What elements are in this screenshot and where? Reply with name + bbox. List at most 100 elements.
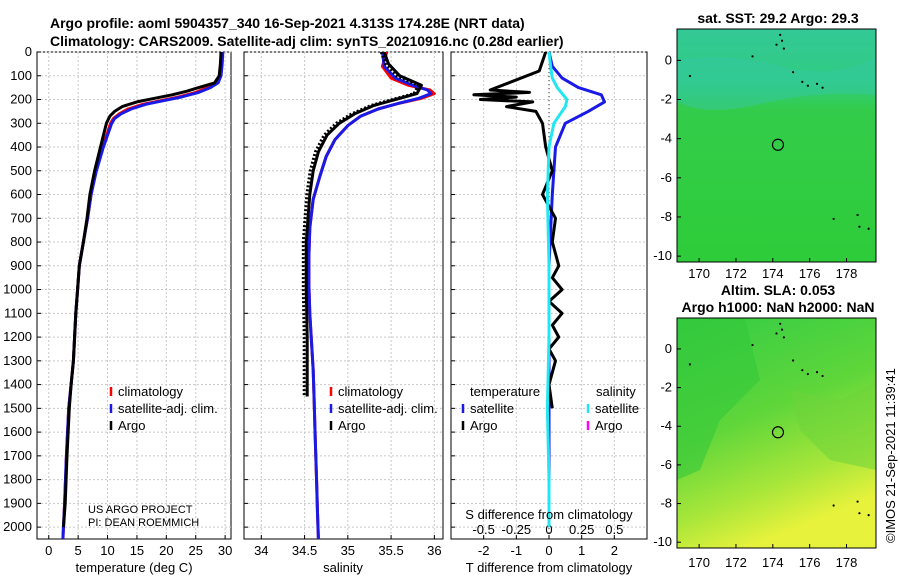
island-marker — [775, 332, 778, 335]
series-line-satellite-adj-clim- — [307, 52, 433, 539]
y-tick-label: 200 — [10, 92, 32, 107]
data-layer — [61, 52, 606, 539]
difference-top-label: S difference from climatology — [465, 507, 633, 522]
x-tick-label: 0 — [45, 543, 52, 558]
sla-map-texture-east — [790, 380, 876, 470]
map-y-tick-label: -6 — [660, 457, 672, 472]
y-tick-label: 1500 — [3, 400, 32, 415]
island-marker — [775, 43, 778, 46]
x-tick-label: 35 — [341, 543, 355, 558]
y-tick-label: 1600 — [3, 424, 32, 439]
island-marker — [782, 47, 785, 50]
top-x-tick-label: 0.5 — [605, 522, 623, 537]
legend-label-t-argo: Argo — [470, 418, 497, 433]
island-marker — [806, 372, 809, 376]
top-x-tick-label: -0.5 — [472, 522, 494, 537]
series-line-s-satellite — [545, 52, 569, 528]
map-y-tick-label: -8 — [660, 496, 672, 511]
sla-map-title-line1: Altim. SLA: 0.053 — [721, 282, 836, 298]
island-marker — [801, 369, 804, 372]
map-x-tick-label: 172 — [725, 555, 747, 570]
map-y-tick-label: -10 — [653, 248, 672, 263]
island-marker — [858, 225, 861, 228]
figure-title-line1: Argo profile: aoml 5904357_340 16-Sep-20… — [50, 15, 525, 31]
x-tick-label: 0 — [545, 543, 552, 558]
figure-title-line2: Climatology: CARS2009. Satellite-adj cli… — [50, 33, 564, 49]
map-y-tick-label: -10 — [653, 534, 672, 549]
panel-0-series — [61, 52, 225, 539]
island-marker — [801, 80, 804, 83]
island-marker — [751, 343, 754, 347]
island-marker — [821, 374, 824, 378]
sla-map — [676, 317, 877, 549]
y-tick-label: 2000 — [3, 519, 32, 534]
map-x-tick-label: 176 — [799, 266, 821, 281]
x-tick-label: 1 — [578, 543, 585, 558]
island-marker — [791, 359, 795, 362]
temperature-axes — [36, 51, 232, 540]
island-marker — [815, 82, 819, 85]
map-x-tick-label: 170 — [688, 555, 710, 570]
map-y-tick-label: -2 — [660, 91, 672, 106]
legend-header-salinity: salinity — [596, 384, 636, 399]
y-tick-label: 900 — [10, 258, 32, 273]
y-tick-label: 600 — [10, 187, 32, 202]
y-tick-label: 0 — [25, 44, 32, 59]
island-marker — [791, 70, 795, 74]
x-tick-label: 34.5 — [292, 543, 317, 558]
difference-xlabel: T difference from climatology — [466, 560, 633, 575]
sst-map-title: sat. SST: 29.2 Argo: 29.3 — [697, 10, 859, 26]
map-y-tick-label: 0 — [665, 341, 672, 356]
sst-map — [676, 28, 877, 263]
y-tick-label: 1700 — [3, 448, 32, 463]
island-marker — [858, 512, 861, 515]
y-tick-label: 1400 — [3, 377, 32, 392]
y-tick-label: 1000 — [3, 282, 32, 297]
y-tick-label: 1200 — [3, 329, 32, 344]
x-tick-label: 20 — [159, 543, 173, 558]
island-marker — [688, 74, 691, 78]
project-credit: US ARGO PROJECT — [88, 504, 193, 516]
x-tick-label: 36 — [427, 543, 441, 558]
island-marker — [780, 328, 784, 331]
legend-label-climatology: climatology — [338, 384, 404, 399]
island-marker — [821, 86, 824, 89]
temperature-xlabel: temperature (deg C) — [75, 560, 192, 575]
legend-label-s-argo: Argo — [595, 418, 622, 433]
pi-credit: PI: DEAN ROEMMICH — [88, 517, 199, 529]
panel-2-series — [472, 52, 606, 528]
y-tick-label: 300 — [10, 115, 32, 130]
island-marker — [779, 33, 782, 36]
x-tick-label: 35.5 — [378, 543, 403, 558]
sst-map-field — [677, 29, 876, 262]
map-y-tick-label: -4 — [660, 418, 672, 433]
y-tick-label: 500 — [10, 163, 32, 178]
map-x-tick-label: 176 — [799, 555, 821, 570]
top-x-tick-label: 0 — [545, 522, 552, 537]
island-marker — [832, 217, 835, 221]
map-x-tick-label: 174 — [762, 555, 784, 570]
island-marker — [856, 500, 859, 503]
temperature-legend: climatology satellite-adj. clim. Argo — [109, 384, 218, 433]
x-tick-label: -2 — [478, 543, 490, 558]
y-tick-label: 700 — [10, 210, 32, 225]
x-tick-label: 10 — [100, 543, 114, 558]
sst-map-texture — [677, 57, 876, 111]
sla-map-texture — [677, 318, 760, 480]
y-tick-label: 1300 — [3, 353, 32, 368]
legend-label-satellite: satellite-adj. clim. — [118, 401, 218, 416]
map-y-tick-label: -4 — [660, 131, 672, 146]
sla-map-frame — [676, 317, 877, 549]
profile-location-marker — [771, 426, 785, 439]
profile-location-marker — [771, 138, 785, 151]
timestamp: ©IMOS 21-Sep-2021 11:39:41 — [883, 368, 898, 543]
x-tick-label: 34 — [254, 543, 268, 558]
y-tick-label: 100 — [10, 68, 32, 83]
map-layer: 170 172 174 176 178 0 -2 -4 -6 -8 -10 170 172 174 176 1… — [653, 33, 870, 570]
series-line-argo — [304, 52, 423, 397]
island-marker — [780, 39, 784, 42]
tick-layer: 0100200300400500600700800900100011001200… — [3, 44, 623, 558]
series-line-t-argo — [472, 52, 564, 409]
island-marker — [779, 322, 782, 325]
